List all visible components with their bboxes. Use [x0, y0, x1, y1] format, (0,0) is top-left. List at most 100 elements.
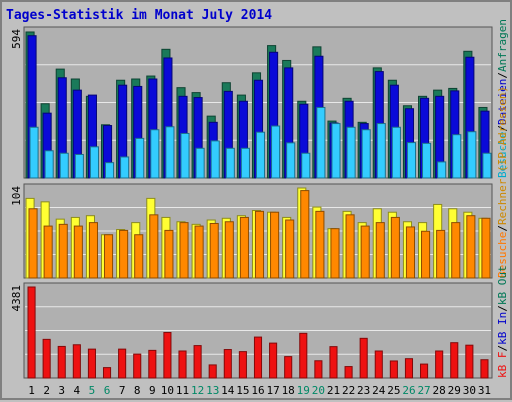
panel-requests-bar-besuche	[301, 152, 311, 179]
panel-traffic-bar-kb-f	[450, 342, 459, 379]
day-label: 25	[387, 384, 400, 397]
panel-requests-bar-besuche	[346, 126, 356, 179]
panel-requests-ymax-label: 594	[10, 29, 23, 49]
panel-traffic-ymax-label: 4381	[10, 285, 23, 312]
panel-hosts-bar-besuche	[103, 234, 114, 279]
panel-requests-bar-besuche	[467, 131, 477, 179]
panel-traffic-bar-kb-f	[480, 359, 489, 379]
panel-traffic-bar-kb-f	[118, 348, 127, 379]
panel-requests-bar-besuche	[331, 123, 341, 179]
day-label: 18	[282, 384, 295, 397]
day-label: 27	[417, 384, 430, 397]
panel-requests-bar-besuche	[255, 131, 266, 179]
legend-separator: /	[496, 125, 509, 132]
panel-hosts-bar-besuche	[390, 216, 400, 279]
panel-hosts-bar-besuche	[300, 190, 310, 279]
panel-traffic-bar-kb-f	[87, 348, 96, 379]
day-label: 11	[176, 384, 189, 397]
panel-traffic-bar-kb-f	[193, 345, 202, 379]
panel-hosts-bar-besuche	[88, 222, 98, 279]
panel-requests-bar-besuche	[437, 161, 447, 179]
panel-requests-bar-besuche	[271, 125, 281, 179]
panel-hosts-bar-besuche	[315, 210, 325, 279]
panel-traffic-bar-kb-f	[102, 367, 112, 379]
day-label: 17	[266, 384, 279, 397]
legend-separator: /	[496, 225, 509, 232]
day-label: 7	[119, 384, 126, 397]
panel-hosts-bar-besuche	[360, 225, 370, 279]
panel-requests-bar-besuche	[225, 147, 235, 179]
panel-traffic-bar-kb-f	[389, 360, 398, 379]
panel-hosts-bar-besuche	[345, 214, 355, 279]
panel-traffic-bar-kb-f	[329, 346, 338, 379]
day-label: 30	[463, 384, 476, 397]
panel-hosts-bar-besuche	[224, 221, 234, 279]
panel-traffic-bar-kb-f	[299, 332, 308, 379]
panel-hosts-bar-besuche	[451, 222, 461, 279]
day-label: 4	[74, 384, 81, 397]
panel-requests-bar-besuche	[150, 129, 160, 179]
legend-panel1: Besuche/Dateien/Anfragen	[496, 19, 509, 178]
panel-traffic-bar-kb-f	[208, 364, 217, 379]
panel-requests-bar-besuche	[240, 147, 250, 179]
panel-hosts-bar-besuche	[134, 234, 144, 279]
panel-traffic-bar-kb-f	[163, 332, 172, 379]
panel-traffic-bar-kb-f	[374, 350, 383, 379]
panel-traffic-bar-kb-f	[57, 345, 66, 379]
day-label: 21	[327, 384, 340, 397]
panel-traffic-bar-kb-f	[420, 363, 429, 379]
panel-traffic-bar-kb-f	[148, 349, 157, 379]
panel-hosts-bar-besuche	[481, 217, 491, 279]
legend-kb-in: kB In	[496, 312, 509, 345]
panel-traffic-bar-kb-f	[253, 336, 263, 379]
panel-hosts-bar-besuche	[209, 222, 219, 279]
panel-requests-bar-besuche	[44, 150, 54, 179]
day-label: 14	[221, 384, 235, 397]
panel-requests-bar-besuche	[120, 156, 130, 179]
panel-hosts-bar-besuche	[164, 229, 174, 279]
panel-hosts-bar-besuche	[405, 226, 416, 279]
legend-rechner: Rechner (IP-Adressen)	[496, 86, 509, 225]
panel-requests-bar-besuche	[452, 134, 462, 179]
panel-requests-bar-besuche	[422, 142, 432, 179]
day-label: 6	[104, 384, 111, 397]
panel-traffic-bar-kb-f	[344, 366, 353, 379]
legend-panel3: kB F/kB In/kB Out	[496, 265, 509, 378]
panel-hosts-ymax-label: 104	[10, 186, 23, 206]
panel-traffic-bar-kb-f	[465, 344, 474, 379]
day-label: 2	[43, 384, 50, 397]
day-label: 20	[312, 384, 325, 397]
day-label: 31	[478, 384, 491, 397]
panel-requests-bar-besuche	[59, 152, 69, 179]
panel-requests-bar-besuche	[316, 106, 326, 179]
panel-requests-bar-besuche	[376, 123, 386, 179]
panel-requests-bar-besuche	[482, 152, 492, 179]
panel-hosts-bar-besuche	[58, 223, 68, 279]
panel-hosts-bar-besuche	[149, 214, 159, 279]
legend-anfragen: Anfragen	[496, 19, 509, 72]
panel-traffic-bar-kb-f	[435, 350, 444, 379]
legend-besuche: Besuche	[496, 232, 509, 278]
panel-requests-bar-besuche	[406, 142, 417, 179]
legend-panel2: Besuche/Rechner (IP-Adressen)	[496, 86, 509, 278]
day-label: 16	[251, 384, 264, 397]
panel-hosts-bar-besuche	[330, 228, 340, 279]
day-label: 29	[448, 384, 461, 397]
day-label: 22	[342, 384, 355, 397]
legend-separator: /	[496, 72, 509, 79]
panel-hosts-bar-besuche	[466, 215, 476, 279]
legend-kb-out: kB Out	[496, 265, 509, 305]
panel-hosts-bar-besuche	[436, 229, 446, 279]
panel-traffic-bar-kb-f	[404, 358, 414, 379]
panel-traffic-bar-kb-f	[284, 356, 293, 379]
panel-hosts-bar-besuche	[285, 219, 295, 279]
panel-traffic-bar-kb-f	[238, 351, 247, 379]
day-label: 3	[58, 384, 65, 397]
day-label: 5	[89, 384, 96, 397]
panel-requests-bar-besuche	[104, 162, 115, 179]
panel-hosts-bar-besuche	[270, 211, 280, 279]
day-label: 8	[134, 384, 141, 397]
panel-traffic-bar-kb-f	[178, 350, 187, 379]
legend-separator: /	[496, 345, 509, 352]
